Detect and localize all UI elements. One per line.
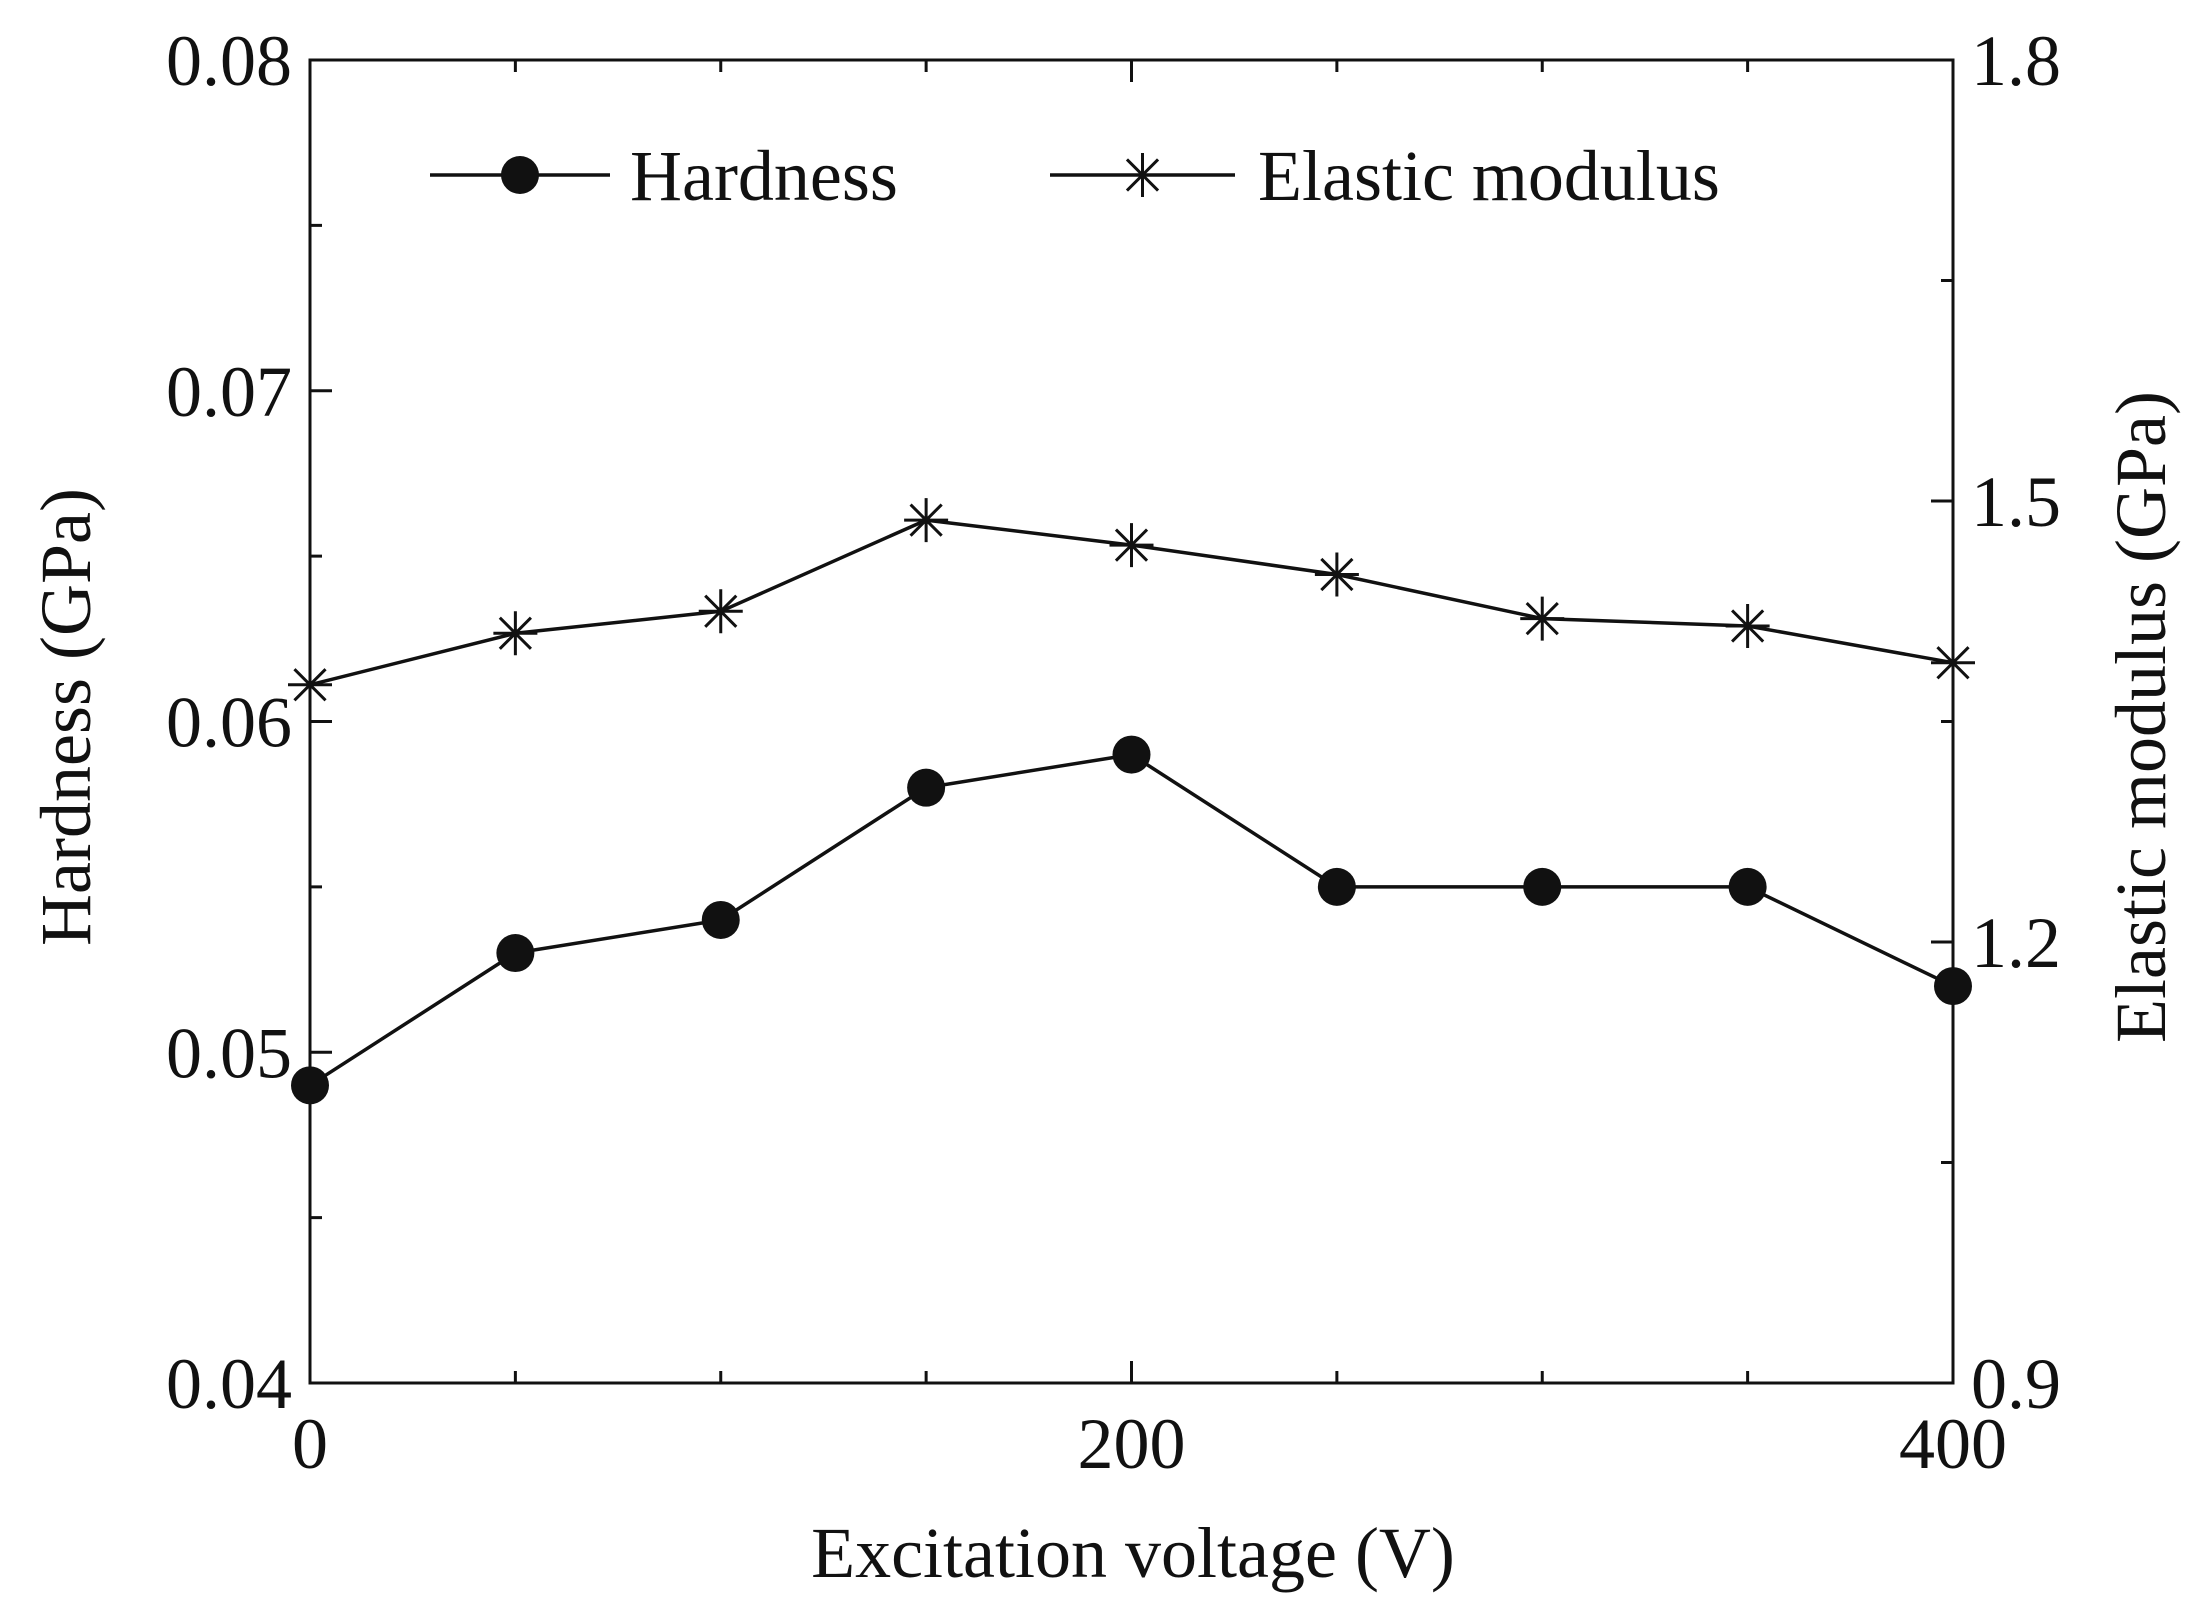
y-left-tick-label: 0.04	[166, 1344, 292, 1424]
point-hardness	[291, 1066, 329, 1105]
y-right-tick-label: 1.2	[1971, 903, 2061, 983]
legend: Hardness Elastic modulus	[430, 136, 1720, 216]
x-axis: 0 200 400	[292, 60, 2007, 1484]
point-hardness	[1112, 735, 1151, 774]
point-hardness	[1728, 867, 1767, 906]
legend-label-elastic-modulus: Elastic modulus	[1258, 136, 1720, 216]
point-hardness	[496, 934, 535, 973]
legend-marker-hardness	[501, 156, 539, 194]
y-axis-left: 0.04 0.05 0.06 0.07 0.08	[166, 21, 332, 1424]
legend-label-hardness: Hardness	[630, 136, 898, 216]
point-hardness	[1934, 967, 1972, 1006]
x-tick-label: 0	[292, 1404, 328, 1484]
y-right-tick-label: 1.8	[1971, 21, 2061, 101]
y-axis-right-title: Elastic modulus (GPa)	[2101, 391, 2181, 1043]
point-elastic-modulus	[288, 662, 332, 707]
point-elastic-modulus	[1314, 552, 1359, 597]
y-left-tick-label: 0.07	[166, 352, 292, 432]
point-hardness	[701, 900, 740, 939]
point-elastic-modulus	[1109, 523, 1154, 568]
y-left-tick-label: 0.08	[166, 21, 292, 101]
y-right-tick-label: 1.5	[1971, 462, 2061, 542]
point-elastic-modulus	[698, 589, 743, 634]
point-hardness	[1523, 867, 1562, 906]
series-markers	[288, 498, 1975, 1105]
point-elastic-modulus	[493, 611, 538, 656]
point-hardness	[907, 768, 946, 807]
x-tick-label: 200	[1078, 1404, 1186, 1484]
x-tick-label: 400	[1899, 1404, 2007, 1484]
point-elastic-modulus	[904, 498, 949, 543]
y-axis-left-title: Hardness (GPa)	[26, 488, 106, 946]
point-hardness	[1317, 867, 1356, 906]
point-elastic-modulus	[1520, 596, 1565, 641]
y-right-tick-label: 0.9	[1971, 1344, 2061, 1424]
point-elastic-modulus	[1725, 603, 1770, 648]
y-axis-right: 0.9 1.2 1.5 1.8	[1931, 21, 2061, 1424]
legend-marker-elastic-modulus	[1120, 153, 1165, 197]
point-elastic-modulus	[1931, 640, 1975, 685]
x-axis-title: Excitation voltage (V)	[811, 1513, 1455, 1593]
y-left-tick-label: 0.06	[166, 683, 292, 763]
y-left-tick-label: 0.05	[166, 1013, 292, 1093]
